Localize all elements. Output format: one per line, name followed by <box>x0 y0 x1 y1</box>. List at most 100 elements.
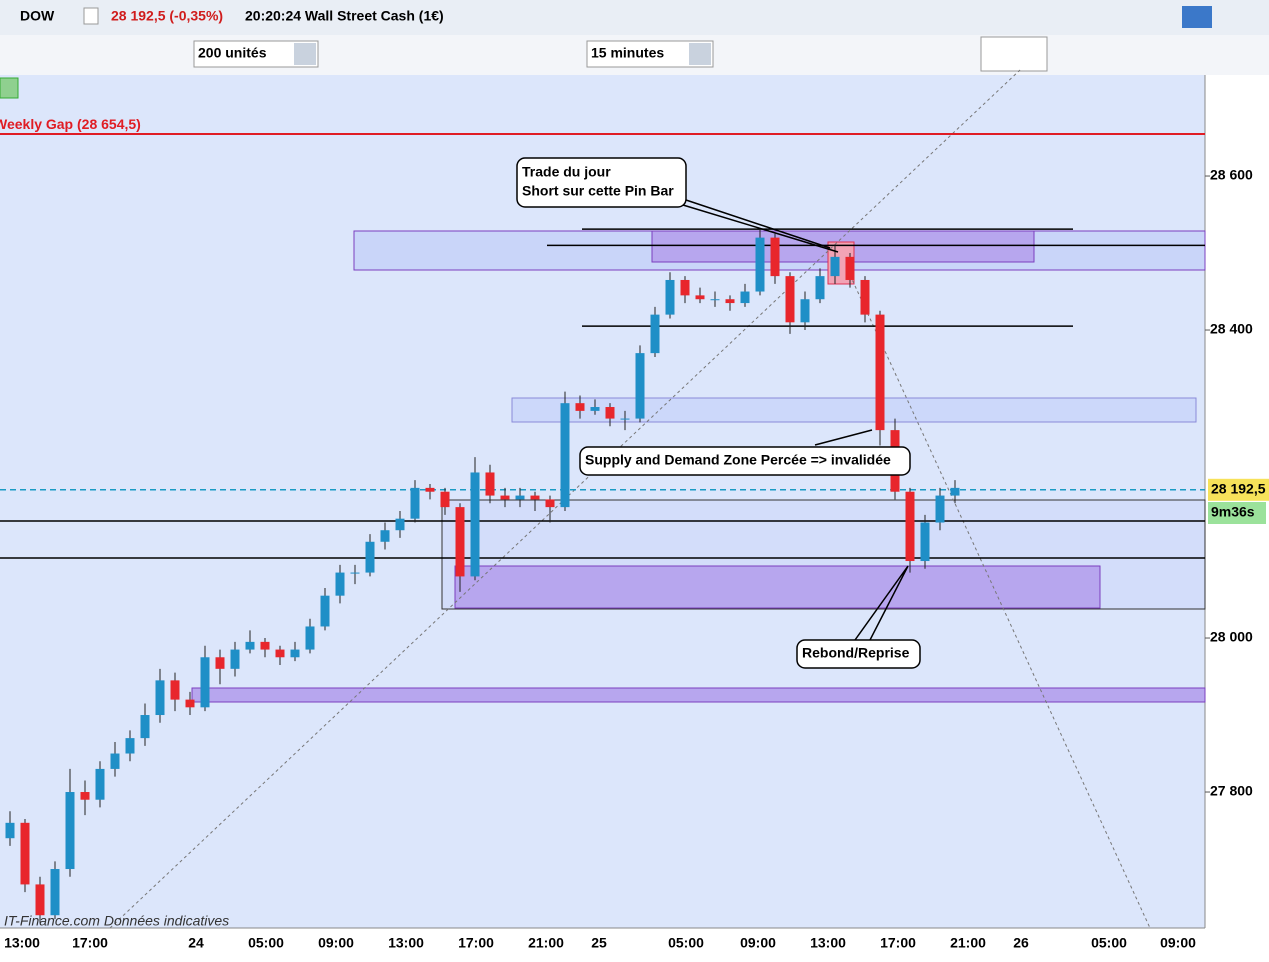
annotation: Short sur cette Pin Bar <box>522 183 674 199</box>
x-tick-label: 26 <box>1013 935 1029 951</box>
candle-body <box>770 237 780 277</box>
pointer <box>682 198 831 249</box>
candle-body <box>455 507 465 577</box>
candle-body <box>515 495 525 500</box>
candle-body <box>575 403 585 411</box>
candle-body <box>365 541 375 573</box>
candle-body <box>755 237 765 292</box>
candle-body <box>905 491 915 562</box>
zone <box>454 565 1101 609</box>
x-tick-label: 05:00 <box>248 935 284 951</box>
candle-body <box>20 822 30 885</box>
candle-body <box>95 768 105 800</box>
annotation-box <box>579 446 911 476</box>
symbol[interactable]: DOW <box>20 8 55 24</box>
candle-body <box>440 491 450 508</box>
indicators-button[interactable] <box>980 36 1048 72</box>
pointer <box>854 565 909 641</box>
candle-body <box>185 699 195 708</box>
x-tick-label: 05:00 <box>668 935 704 951</box>
footer: IT-Finance.com Données indicatives <box>4 913 229 929</box>
candle-body <box>950 487 960 496</box>
candle-body <box>815 276 825 300</box>
candle-body <box>470 472 480 577</box>
y-tick-label: 28 600 <box>1210 167 1253 183</box>
x-tick-label: 21:00 <box>528 935 564 951</box>
candle-body <box>590 407 600 411</box>
dropdown-arrow[interactable] <box>294 43 316 65</box>
refresh-button[interactable] <box>0 77 19 99</box>
instrument: 20:20:24 Wall Street Cash (1€) <box>245 8 444 24</box>
candle-body <box>410 487 420 519</box>
candle-body <box>380 530 390 542</box>
candle-body <box>695 295 705 300</box>
weekly-gap-label: Weekly Gap (28 654,5) <box>0 116 141 132</box>
candle-body <box>635 353 645 419</box>
candle-body <box>125 738 135 754</box>
candle-body <box>5 822 15 839</box>
candle-body <box>110 753 120 769</box>
candle-body <box>830 256 840 277</box>
candle-body <box>650 314 660 354</box>
candle-body <box>680 279 690 296</box>
zones <box>191 230 1206 703</box>
candle-body <box>275 649 285 658</box>
candle-body <box>620 418 630 420</box>
candle-body <box>710 299 720 301</box>
candle-body <box>935 495 945 523</box>
candle-body <box>740 291 750 304</box>
x-tick-label: 17:00 <box>72 935 108 951</box>
x-tick-label: 13:00 <box>810 935 846 951</box>
countdown: 9m36s <box>1211 504 1255 520</box>
keyboard-button[interactable] <box>1182 6 1212 28</box>
info-icon[interactable] <box>83 7 99 25</box>
candle-body <box>80 792 90 800</box>
candle-body <box>155 680 165 716</box>
candle-body <box>560 403 570 508</box>
y-tick-label: 27 800 <box>1210 783 1253 799</box>
candle-body <box>305 626 315 650</box>
candle-body <box>875 314 885 431</box>
x-tick-label: 25 <box>591 935 607 951</box>
candle-body <box>395 518 405 531</box>
x-tick-label: 21:00 <box>950 935 986 951</box>
candle-body <box>230 649 240 669</box>
candle-body <box>845 256 855 280</box>
candle-body <box>50 869 60 916</box>
time-axis <box>0 928 1205 957</box>
candle-body <box>65 792 75 870</box>
y-tick-label: 28 400 <box>1210 321 1253 337</box>
candle-body <box>425 487 435 492</box>
candle-body <box>530 495 540 500</box>
toolbar <box>0 0 1269 35</box>
candle-body <box>920 522 930 562</box>
candle-body <box>215 657 225 669</box>
pointer <box>814 429 873 446</box>
candle-body <box>485 472 495 496</box>
zone <box>191 687 1206 703</box>
pointer <box>682 204 839 253</box>
candle-body <box>725 299 735 304</box>
x-tick-label: 24 <box>188 935 204 951</box>
candle-body <box>500 495 510 500</box>
price-change: 28 192,5 (-0,35%) <box>111 8 223 24</box>
period-value: 15 minutes <box>591 45 664 61</box>
x-tick-label: 17:00 <box>880 935 916 951</box>
candle-body <box>200 657 210 708</box>
candle-body <box>290 649 300 658</box>
dropdown-arrow[interactable] <box>689 43 711 65</box>
countdown-box <box>1208 502 1266 524</box>
x-tick-label: 13:00 <box>388 935 424 951</box>
candle-body <box>260 641 270 650</box>
levels <box>0 133 1205 559</box>
annotation-box <box>516 157 687 208</box>
x-tick-label: 13:00 <box>4 935 40 951</box>
x-tick-label: 09:00 <box>318 935 354 951</box>
candle-body <box>320 595 330 627</box>
candle-body <box>170 680 180 700</box>
candle-body <box>350 572 360 574</box>
candle-body <box>335 572 345 596</box>
x-tick-label: 09:00 <box>1160 935 1196 951</box>
last-price-label: 28 192,5 <box>1211 480 1266 496</box>
